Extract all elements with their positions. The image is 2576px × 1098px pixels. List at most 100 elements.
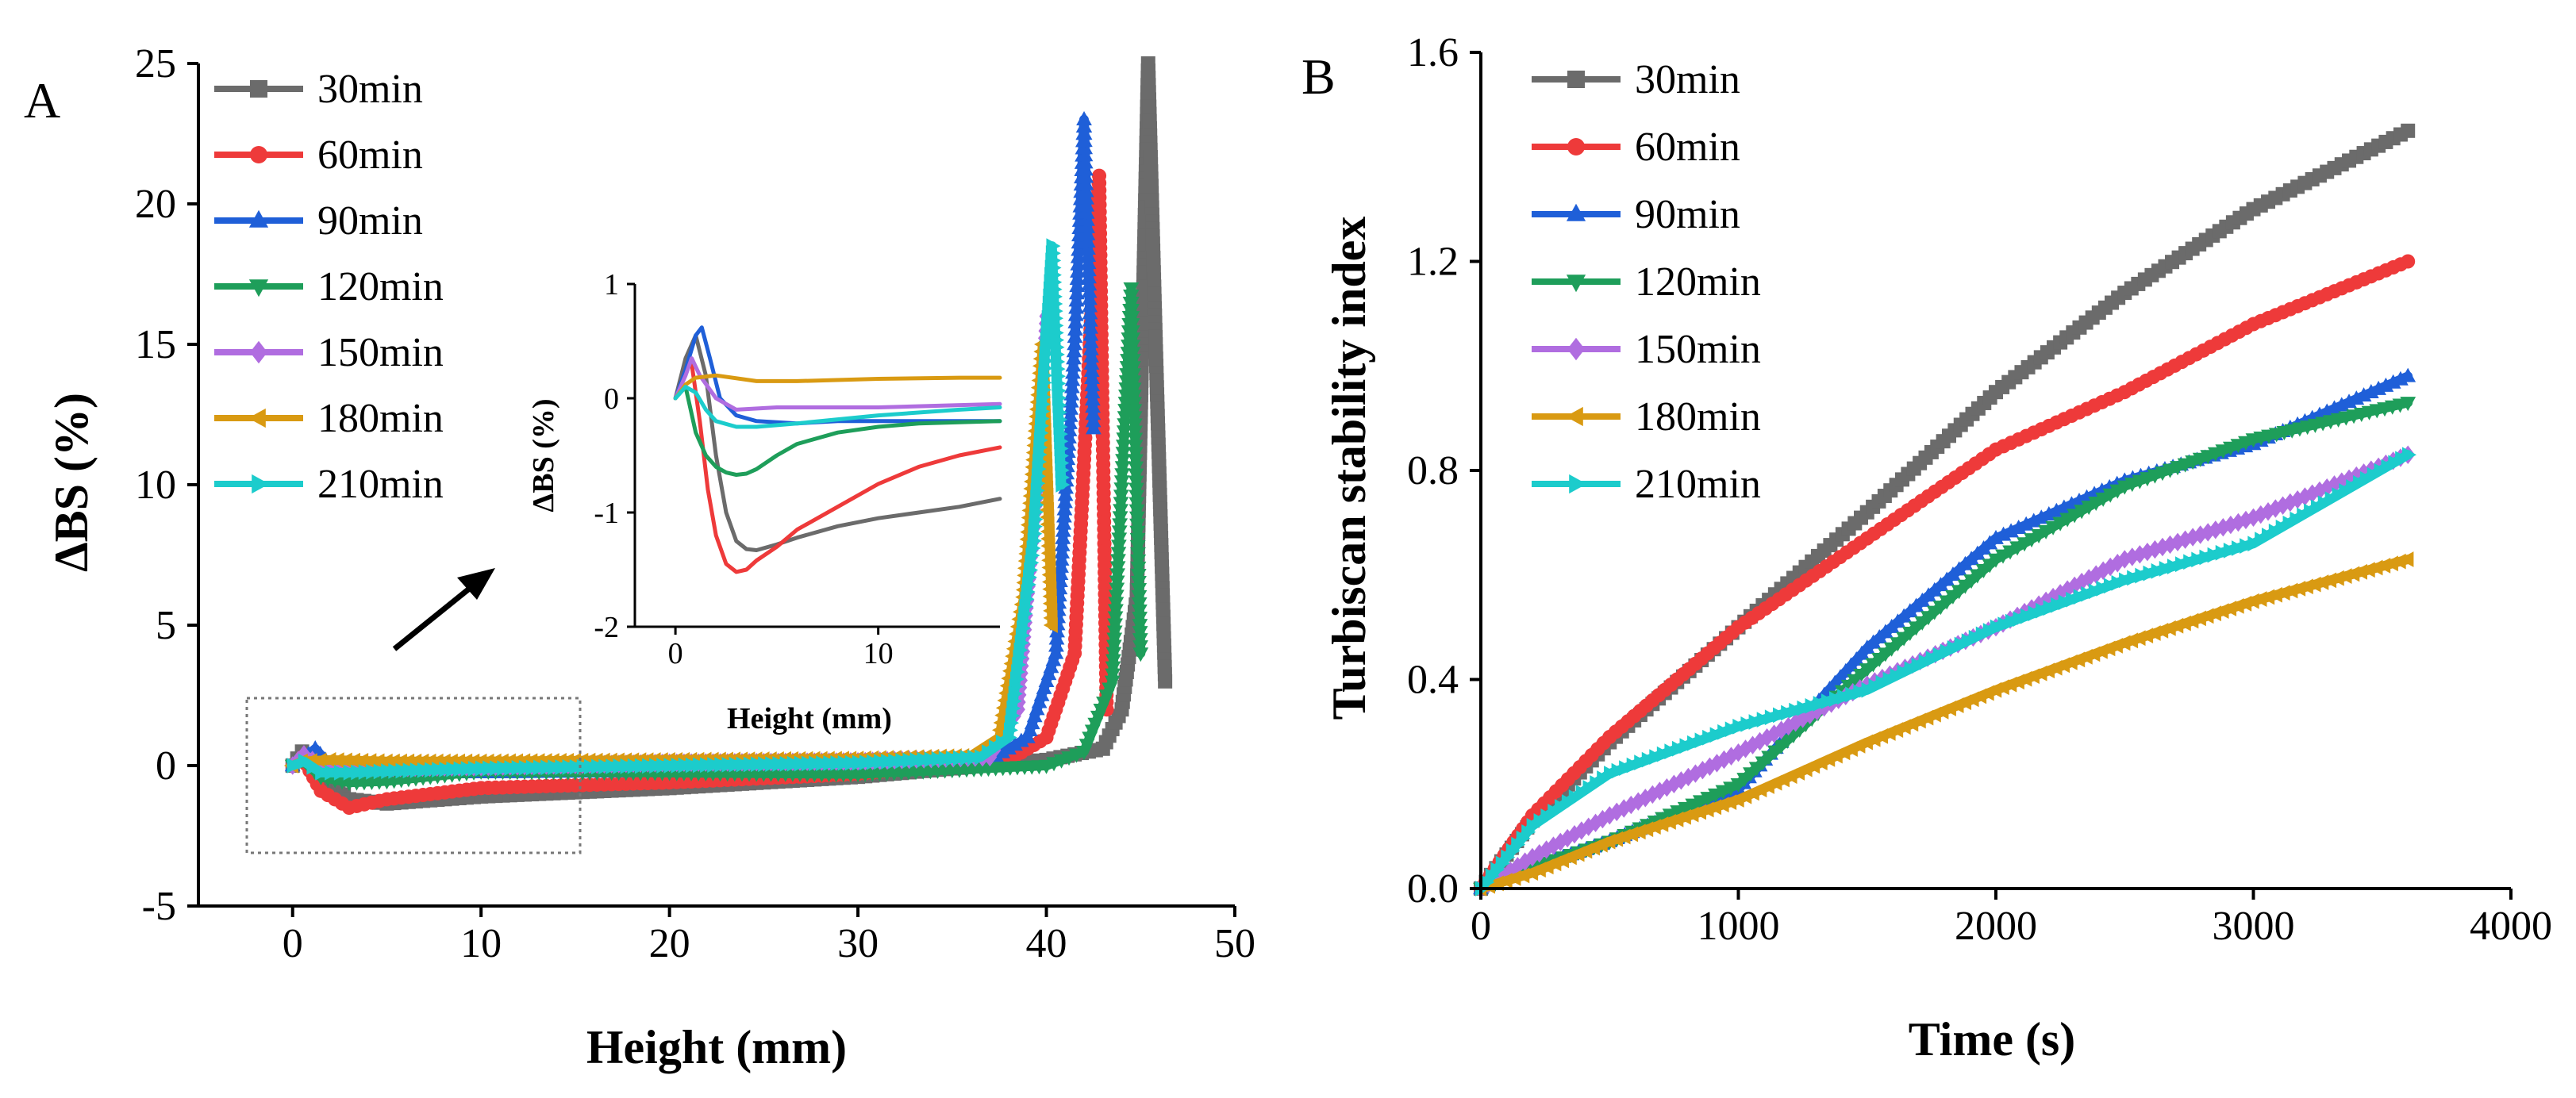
panel-a-point-120min — [1126, 404, 1143, 419]
panel-a-point-210min — [888, 753, 903, 770]
panel-a-point-210min — [692, 757, 707, 774]
panel-a-point-210min — [823, 755, 838, 771]
panel-a-point-90min — [1077, 140, 1094, 155]
panel-b-point-150min — [1553, 832, 1568, 852]
panel-a-point-210min — [562, 759, 577, 775]
panel-b-line-60min — [1476, 256, 2413, 893]
panel-a-point-120min — [1105, 654, 1121, 669]
panel-a-x-tick-label: 50 — [1214, 921, 1255, 966]
panel-a-point-90min — [1079, 218, 1096, 233]
panel-b-point-210min — [1626, 757, 1641, 774]
panel-a-legend-marker-210min — [252, 474, 270, 494]
panel-a-point-90min — [1080, 262, 1097, 277]
panel-b-point-210min — [1724, 721, 1740, 738]
panel-a-point-90min — [1068, 299, 1084, 314]
panel-a-point-180min — [345, 752, 360, 769]
panel-b-point-210min — [2111, 574, 2126, 591]
panel-a-point-90min — [1055, 522, 1071, 537]
panel-a-point-90min — [1084, 391, 1101, 406]
panel-a-point-90min — [1066, 343, 1082, 358]
panel-a-point-90min — [1077, 147, 1094, 162]
panel-b-point-150min — [2117, 550, 2132, 569]
panel-a-point-210min — [490, 760, 505, 777]
panel-b-point-30min — [2401, 123, 2416, 138]
panel-a-series-group — [283, 56, 1173, 816]
panel-b-series-60min — [1474, 254, 2416, 896]
panel-a-point-120min — [1110, 539, 1127, 555]
panel-b-point-150min — [2124, 547, 2140, 566]
panel-b-y-axis-label: Turbiscan stability index — [1323, 217, 1375, 720]
panel-b-series-150min — [1474, 445, 2416, 898]
panel-a-point-210min — [960, 750, 975, 766]
panel-a-legend-item-30min: 30min — [214, 67, 423, 112]
panel-a-point-210min — [315, 764, 330, 781]
panel-b-legend-label-210min: 210min — [1635, 462, 1761, 507]
panel-b-point-210min — [1748, 714, 1763, 730]
panel-b-point-150min — [1659, 777, 1674, 797]
panel-a-point-90min — [1063, 393, 1079, 408]
panel-a-point-210min — [794, 755, 809, 772]
panel-a-point-210min — [924, 751, 939, 768]
panel-b-point-150min — [2238, 510, 2253, 530]
panel-a-point-90min — [1052, 565, 1069, 580]
panel-b-point-150min — [1752, 731, 1767, 751]
panel-a-legend-item-60min: 60min — [214, 132, 423, 178]
panel-b-point-210min — [1861, 681, 1876, 698]
panel-a-point-90min — [1084, 384, 1101, 399]
panel-a-point-210min — [598, 758, 613, 775]
inset-series-90min — [673, 325, 1002, 426]
panel-b-legend-label-90min: 90min — [1635, 192, 1740, 237]
panel-b-series-180min — [1472, 551, 2414, 896]
panel-b-point-210min — [1982, 623, 1997, 639]
panel-b-point-210min — [2240, 538, 2255, 555]
panel-a-point-90min — [1079, 211, 1095, 226]
panel-b-point-210min — [2096, 580, 2111, 597]
panel-a-point-90min — [1082, 298, 1098, 313]
panel-a-point-90min — [1067, 321, 1083, 336]
panel-a-point-210min — [432, 762, 447, 778]
panel-a-point-120min — [1109, 575, 1125, 590]
panel-b-point-210min — [2207, 547, 2222, 563]
panel-b-point-210min — [2119, 572, 2134, 589]
panel-b-point-210min — [1649, 749, 1664, 766]
panel-a-legend-marker-90min — [248, 209, 269, 228]
panel-b-label: B — [1301, 48, 1336, 105]
panel-b-point-210min — [2028, 605, 2043, 622]
panel-a-point-210min — [859, 754, 874, 770]
panel-a-point-120min — [1125, 368, 1142, 383]
panel-a-point-210min — [867, 754, 882, 770]
panel-a-y-tick-label: 10 — [135, 463, 176, 508]
panel-b-point-150min — [1717, 750, 1732, 770]
panel-a-point-90min — [1082, 319, 1098, 334]
panel-a-point-120min — [1123, 297, 1140, 312]
panel-a-point-90min — [1068, 292, 1085, 307]
panel-a-point-210min — [758, 756, 773, 773]
panel-a-point-210min — [729, 756, 744, 773]
panel-b-point-210min — [1611, 762, 1626, 779]
panel-a-point-210min — [634, 758, 649, 774]
panel-b-point-180min — [2360, 562, 2375, 578]
panel-a-legend-marker-120min — [248, 279, 269, 298]
panel-a-point-210min — [931, 751, 946, 767]
panel-a-point-90min — [1053, 558, 1069, 573]
panel-a-point-210min — [671, 757, 686, 774]
panel-b-x-tick-label: 2000 — [1955, 904, 2037, 949]
panel-b-series-group — [1472, 123, 2416, 898]
panel-a-point-120min — [1128, 461, 1144, 476]
panel-a-point-90min — [1065, 364, 1081, 379]
panel-a-point-120min — [1132, 619, 1148, 634]
panel-a-point-90min — [1062, 407, 1078, 422]
panel-b-point-210min — [2073, 589, 2088, 605]
panel-b-point-180min — [1498, 873, 1513, 889]
panel-a-point-120min — [1114, 468, 1131, 483]
panel-a-legend-label-210min: 210min — [317, 462, 444, 507]
panel-b-legend-item-120min: 120min — [1532, 259, 1761, 305]
panel-b-point-210min — [2103, 578, 2118, 594]
panel-a-point-90min — [1078, 168, 1094, 183]
panel-a-point-120min — [1129, 532, 1146, 547]
panel-a-point-120min — [1131, 597, 1148, 612]
inset-background — [627, 284, 1000, 627]
panel-a-point-120min — [1106, 625, 1123, 640]
panel-b-point-210min — [1604, 766, 1619, 781]
